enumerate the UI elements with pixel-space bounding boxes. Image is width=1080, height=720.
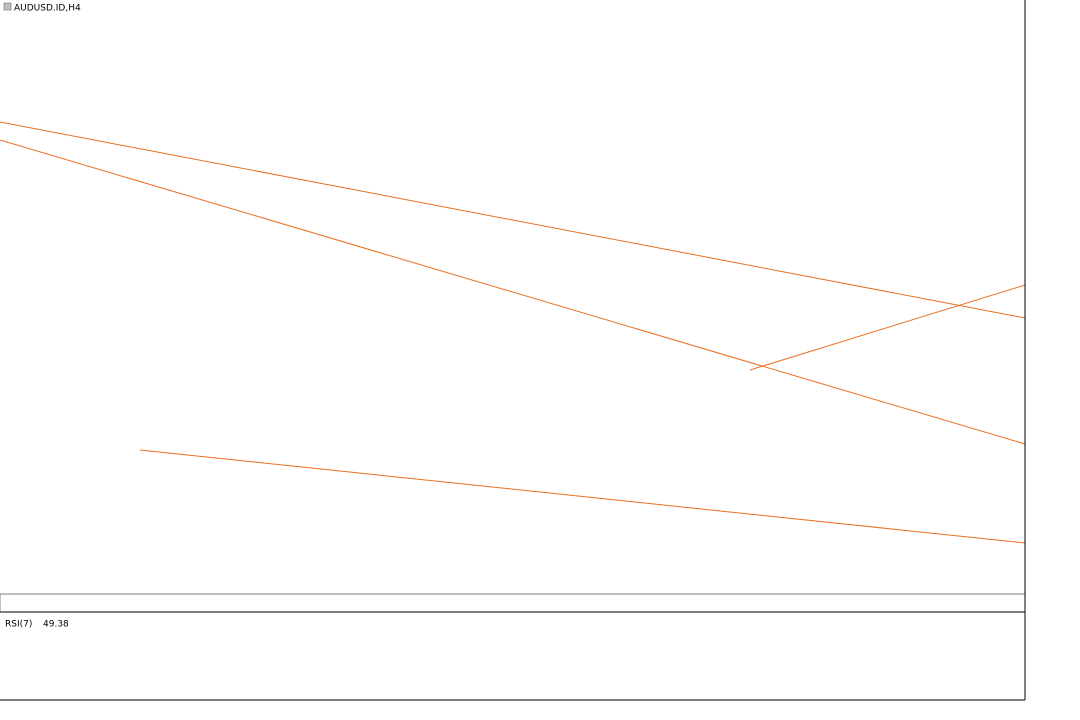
- trendlines: [0, 121, 1026, 544]
- time-strip: [0, 593, 1026, 613]
- trendline: [0, 139, 1026, 445]
- trendline: [0, 121, 1026, 319]
- rsi-title: RSI(7): [5, 620, 32, 630]
- chart-title: AUDUSD.ID,H4: [14, 4, 81, 14]
- trendline: [749, 284, 1026, 371]
- symbol-icon: [3, 2, 12, 11]
- trendline: [139, 449, 1026, 544]
- rsi-last-value: 49.38: [43, 620, 69, 630]
